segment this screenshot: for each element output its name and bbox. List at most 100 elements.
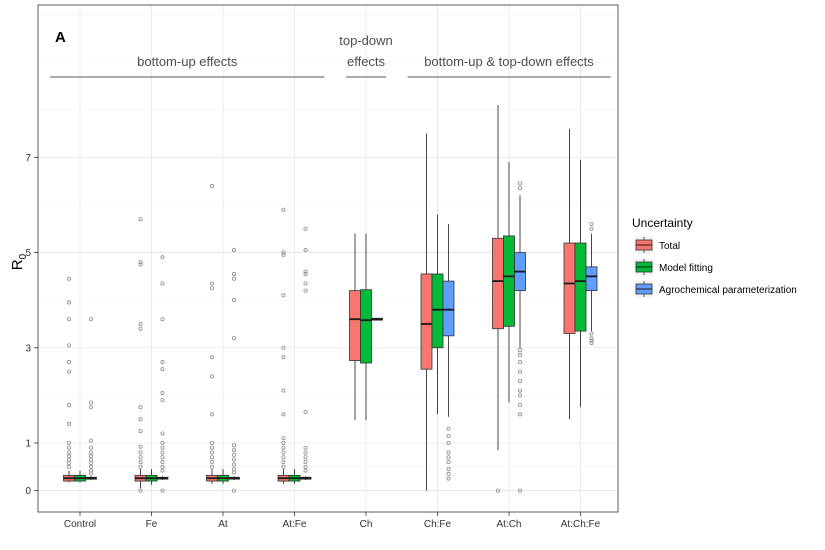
outlier-point <box>281 355 286 360</box>
box-body <box>574 242 587 332</box>
outlier-point <box>518 352 523 357</box>
y-tick-label: 0 <box>25 486 31 497</box>
outlier-point <box>231 470 236 475</box>
outlier-point <box>209 464 214 469</box>
outlier-point <box>446 426 451 431</box>
box-body <box>492 237 504 330</box>
x-tick-label: At:Ch <box>496 519 521 530</box>
outlier-point <box>518 181 523 186</box>
outlier-point <box>67 300 72 305</box>
outlier-point <box>446 433 451 438</box>
box-total-fe <box>134 217 147 493</box>
outlier-point <box>231 276 236 281</box>
annotation-label: effects <box>347 54 386 69</box>
outlier-point <box>138 429 143 434</box>
outlier-point <box>160 455 165 460</box>
outlier-point <box>67 402 72 407</box>
box-agrochemical-parameterization-ch-fe <box>442 223 455 481</box>
legend-entry-label: Total <box>659 241 680 252</box>
outlier-point <box>209 412 214 417</box>
outlier-point <box>67 369 72 374</box>
outlier-point <box>303 410 308 415</box>
box-total-at-ch <box>492 104 504 493</box>
x-tick-label: Fe <box>146 519 158 530</box>
box-agrochemical-parameterization-at <box>228 248 240 493</box>
outlier-point <box>518 402 523 407</box>
outlier-point <box>209 440 214 445</box>
outlier-point <box>67 464 72 469</box>
box-model-fitting-at <box>217 469 229 484</box>
outlier-point <box>160 468 165 473</box>
y-tick-label: 7 <box>25 153 31 164</box>
y-tick-label: 5 <box>25 248 31 259</box>
outlier-point <box>446 476 451 481</box>
outlier-point <box>589 340 594 345</box>
outlier-point <box>281 445 286 450</box>
outlier-point <box>209 183 214 188</box>
legend-entry-label: Model fitting <box>659 263 713 274</box>
outlier-point <box>518 412 523 417</box>
outlier-point <box>160 390 165 395</box>
y-tick-label: 1 <box>25 438 31 449</box>
box-body <box>585 266 598 292</box>
box-body <box>503 235 515 327</box>
outlier-point <box>160 317 165 322</box>
y-tick-label: 3 <box>25 343 31 354</box>
outlier-point <box>160 464 165 469</box>
outlier-point <box>138 405 143 410</box>
outlier-point <box>160 488 165 493</box>
outlier-point <box>160 360 165 365</box>
outlier-point <box>303 288 308 293</box>
y-axis-title-main: R <box>9 259 26 270</box>
outlier-point <box>209 455 214 460</box>
outlier-point <box>138 417 143 422</box>
outlier-point <box>518 388 523 393</box>
outlier-point <box>89 471 94 476</box>
outlier-point <box>303 450 308 455</box>
outlier-point <box>209 450 214 455</box>
outlier-point <box>281 455 286 460</box>
outlier-point <box>67 460 72 465</box>
outlier-point <box>518 488 523 493</box>
outlier-point <box>138 217 143 222</box>
outlier-point <box>518 360 523 365</box>
outlier-point <box>281 412 286 417</box>
outlier-point <box>138 455 143 460</box>
panel-border <box>37 4 619 513</box>
annotation-layer: bottom-up effects top-down effects bottom-u… <box>50 33 611 78</box>
outlier-point <box>303 468 308 473</box>
outlier-point <box>138 450 143 455</box>
box-body <box>563 242 576 334</box>
outlier-point <box>518 379 523 384</box>
outlier-point <box>303 455 308 460</box>
outlier-point <box>231 488 236 493</box>
outlier-point <box>89 400 94 405</box>
outlier-point <box>89 445 94 450</box>
outlier-point <box>231 271 236 276</box>
outlier-point <box>281 388 286 393</box>
box-agrochemical-parameterization-fe <box>156 255 169 493</box>
box-body <box>442 280 455 337</box>
legend: Uncertainty Total Model fitting Agrochemica… <box>632 216 797 299</box>
outlier-point <box>67 421 72 426</box>
outlier-point <box>281 436 286 441</box>
panel-label: A <box>55 29 66 46</box>
outlier-point <box>281 252 286 257</box>
outlier-point <box>281 460 286 465</box>
outlier-point <box>446 467 451 472</box>
outlier-point <box>446 455 451 460</box>
outlier-point <box>160 460 165 465</box>
outlier-point <box>138 260 143 265</box>
outlier-point <box>303 281 308 286</box>
outlier-point <box>160 255 165 260</box>
outlier-point <box>446 471 451 476</box>
outlier-point <box>67 450 72 455</box>
outlier-point <box>209 355 214 360</box>
x-tick-label: Ch:Fe <box>424 519 452 530</box>
outlier-point <box>138 326 143 331</box>
outlier-point <box>231 336 236 341</box>
outlier-point <box>138 444 143 449</box>
outlier-point <box>281 207 286 212</box>
x-tick-label: Control <box>64 519 96 530</box>
